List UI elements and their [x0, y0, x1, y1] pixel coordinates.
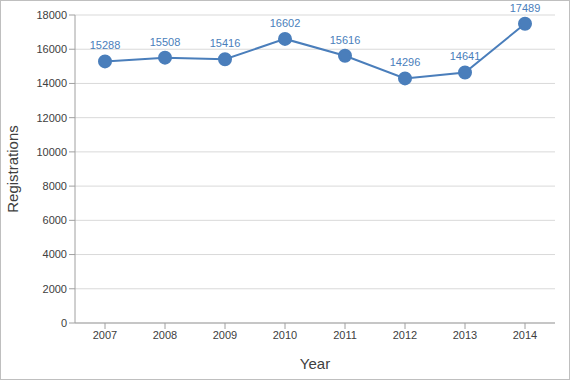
svg-text:2013: 2013: [453, 329, 477, 341]
svg-text:14296: 14296: [390, 56, 421, 68]
svg-text:15416: 15416: [210, 37, 241, 49]
svg-text:17489: 17489: [510, 2, 541, 14]
svg-text:2008: 2008: [153, 329, 177, 341]
svg-text:18000: 18000: [36, 9, 67, 21]
svg-text:2009: 2009: [213, 329, 237, 341]
svg-text:15616: 15616: [330, 34, 361, 46]
svg-text:4000: 4000: [43, 248, 67, 260]
svg-text:14641: 14641: [450, 50, 481, 62]
svg-text:2000: 2000: [43, 283, 67, 295]
svg-text:12000: 12000: [36, 112, 67, 124]
svg-text:2010: 2010: [273, 329, 297, 341]
svg-text:15508: 15508: [150, 36, 181, 48]
svg-text:14000: 14000: [36, 77, 67, 89]
svg-text:10000: 10000: [36, 146, 67, 158]
svg-text:Registrations: Registrations: [8, 125, 21, 213]
svg-text:2012: 2012: [393, 329, 417, 341]
svg-text:16000: 16000: [36, 43, 67, 55]
svg-text:0: 0: [61, 317, 67, 329]
svg-text:15288: 15288: [90, 39, 121, 51]
svg-text:2011: 2011: [333, 329, 357, 341]
svg-text:2014: 2014: [513, 329, 537, 341]
svg-text:Year: Year: [300, 355, 330, 372]
svg-text:6000: 6000: [43, 214, 67, 226]
svg-text:8000: 8000: [43, 180, 67, 192]
svg-text:2007: 2007: [93, 329, 117, 341]
svg-text:16602: 16602: [270, 17, 301, 29]
